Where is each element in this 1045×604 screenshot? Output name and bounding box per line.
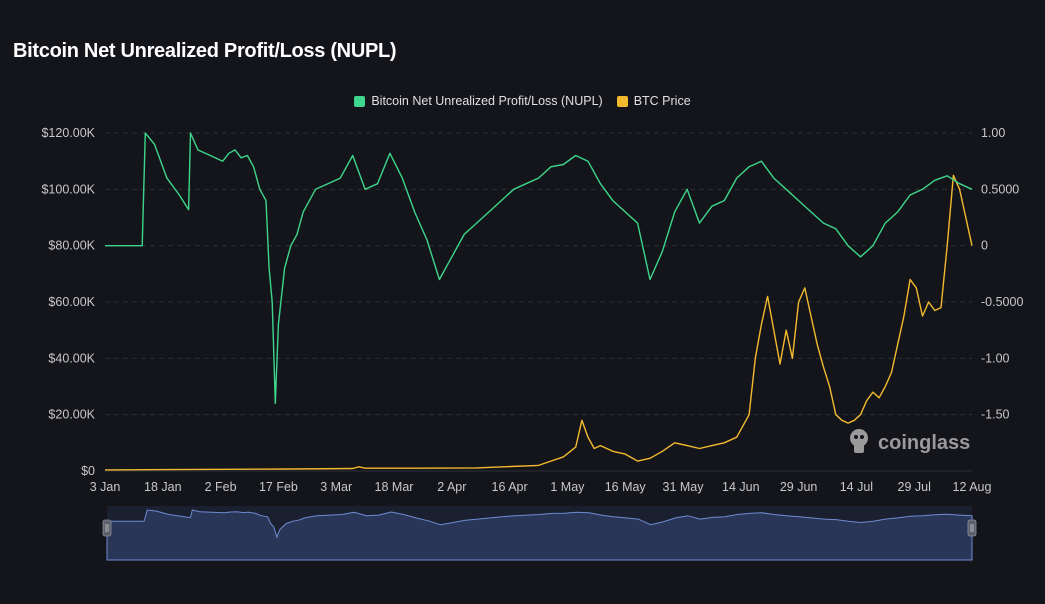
chart-legend: Bitcoin Net Unrealized Profit/Loss (NUPL… xyxy=(0,94,1045,108)
chart-title: Bitcoin Net Unrealized Profit/Loss (NUPL… xyxy=(13,40,397,62)
watermark-text: coinglass xyxy=(878,432,970,454)
y-left-tick-label: $0 xyxy=(81,464,95,478)
y-right-tick-label: 1.00 xyxy=(981,126,1005,140)
y-left-tick-label: $120.00K xyxy=(41,126,95,140)
y-left-tick-label: $100.00K xyxy=(41,182,95,196)
x-tick-label: 29 Jun xyxy=(780,480,818,494)
y-right-tick-label: -1.50 xyxy=(981,408,1010,422)
series-line-btc-price xyxy=(104,174,973,471)
x-tick-label: 1 May xyxy=(550,480,585,494)
x-tick-label: 17 Feb xyxy=(259,480,298,494)
y-left-tick-label: $40.00K xyxy=(48,351,95,365)
y-right-tick-label: -0.5000 xyxy=(981,295,1023,309)
x-tick-label: 18 Mar xyxy=(375,480,414,494)
x-tick-label: 3 Jan xyxy=(90,480,121,494)
x-axis-labels: 3 Jan 18 Jan 2 Feb 17 Feb 3 Mar 18 Mar 2 Apr 16… xyxy=(90,480,992,494)
x-tick-label: 2 Feb xyxy=(205,480,237,494)
legend-swatch-nupl xyxy=(354,95,366,107)
navigator-handle-left-grip[interactable] xyxy=(102,519,112,537)
navigator-handle-right-grip[interactable] xyxy=(967,519,977,537)
y-right-tick-label: 0.5000 xyxy=(981,182,1019,196)
y-axis-right-labels: -1.50 -1.00 -0.5000 0 0.5000 1.00 xyxy=(981,126,1023,422)
x-tick-label: 16 Apr xyxy=(492,480,528,494)
legend-item-btc-price[interactable]: BTC Price xyxy=(616,94,691,108)
watermark: coinglass xyxy=(850,429,970,454)
navigator-handle-left[interactable] xyxy=(102,519,112,537)
legend-swatch-btc-price xyxy=(616,95,628,107)
x-tick-label: 14 Jul xyxy=(840,480,873,494)
x-tick-label: 3 Mar xyxy=(320,480,352,494)
grid-lines xyxy=(105,132,972,472)
x-tick-label: 12 Aug xyxy=(953,480,992,494)
x-tick-label: 31 May xyxy=(663,480,705,494)
y-left-tick-label: $60.00K xyxy=(48,295,95,309)
series-lines xyxy=(104,132,973,471)
y-left-tick-label: $80.00K xyxy=(48,239,95,253)
x-tick-label: 29 Jul xyxy=(898,480,931,494)
legend-label-nupl: Bitcoin Net Unrealized Profit/Loss (NUPL… xyxy=(371,94,603,108)
y-right-tick-label: -1.00 xyxy=(981,351,1010,365)
x-tick-label: 16 May xyxy=(605,480,647,494)
navigator-handle-right[interactable] xyxy=(967,519,977,537)
y-left-tick-label: $20.00K xyxy=(48,408,95,422)
x-tick-label: 14 Jun xyxy=(722,480,760,494)
x-tick-label: 18 Jan xyxy=(144,480,182,494)
x-tick-label: 2 Apr xyxy=(437,480,466,494)
series-line-nupl xyxy=(105,132,973,405)
y-axis-left-labels: $0 $20.00K $40.00K $60.00K $80.00K $100.00K $1… xyxy=(41,126,95,478)
legend-item-nupl[interactable]: Bitcoin Net Unrealized Profit/Loss (NUPL… xyxy=(354,94,603,108)
coinglass-logo-icon xyxy=(850,429,868,453)
legend-label-btc-price: BTC Price xyxy=(633,94,691,108)
navigator[interactable] xyxy=(102,506,977,561)
navigator-series-area xyxy=(106,509,973,561)
y-right-tick-label: 0 xyxy=(981,239,988,253)
